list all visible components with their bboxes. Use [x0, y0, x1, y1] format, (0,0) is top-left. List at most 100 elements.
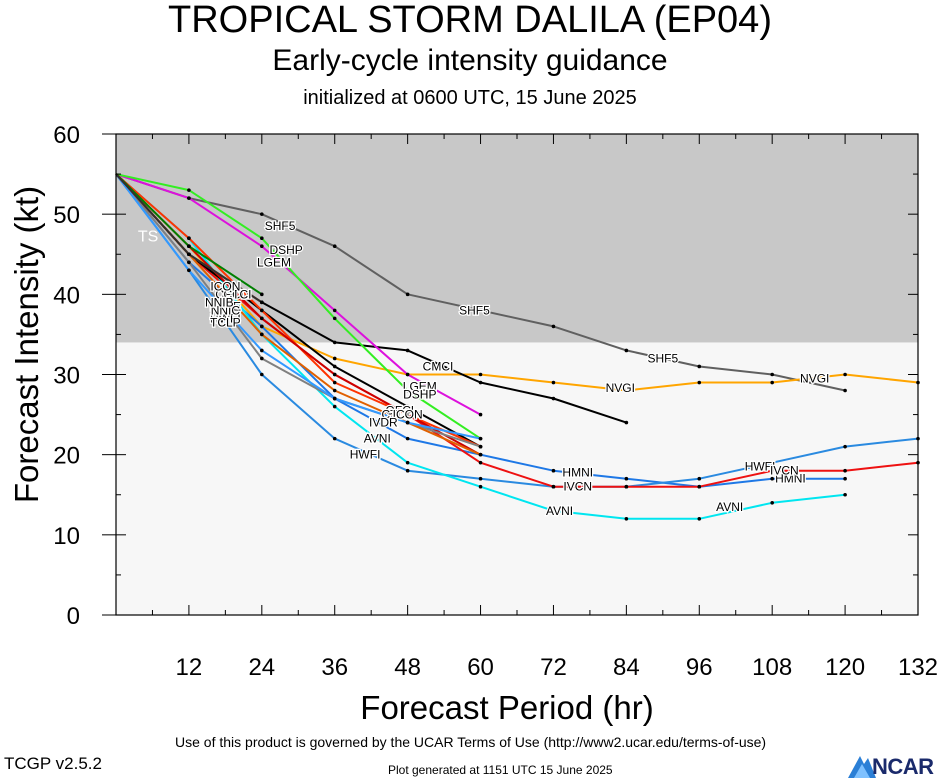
x-tick-label: 24	[248, 654, 275, 681]
data-point-shf5	[260, 212, 264, 216]
series-label-shf5: SHF5	[265, 219, 296, 233]
series-label-nvgi: NVGI	[606, 381, 635, 395]
data-point-hwfi	[405, 468, 410, 473]
series-line-fsse	[115, 173, 481, 448]
x-tick-label: 96	[686, 654, 713, 681]
series-label-ivcn: IVCN	[770, 464, 799, 478]
y-axis-label: Forecast Intensity (kt)	[8, 186, 45, 503]
data-point-cmci	[551, 396, 556, 401]
series-line-dshp	[115, 173, 482, 440]
series-label-ctci: CTCI	[381, 408, 409, 422]
data-point-hmni	[843, 476, 847, 481]
data-point-hwfi	[187, 268, 191, 273]
data-point-shf5	[770, 372, 774, 377]
data-point-hmni	[551, 468, 556, 473]
data-point-shf5	[405, 292, 410, 297]
data-point-cmci	[478, 380, 483, 385]
data-point-nvgi	[770, 380, 774, 385]
data-point-ivcn	[551, 484, 556, 489]
initialization-time: initialized at 0600 UTC, 15 June 2025	[303, 87, 637, 109]
data-point-ctci	[187, 236, 191, 241]
series-label-icon: ICON	[210, 279, 240, 293]
data-point-nnic	[260, 292, 264, 297]
series-label-nnib: NNIB	[205, 295, 234, 309]
ncar-logo-text: NCAR	[872, 754, 934, 779]
y-tick-label: 20	[53, 443, 80, 470]
data-point-hwfi	[697, 476, 702, 481]
series-label-avni: AVNI	[716, 500, 743, 514]
data-point-fsse	[260, 356, 264, 361]
data-point-shf5	[551, 324, 556, 329]
data-point-avni	[332, 404, 337, 409]
y-tick-label: 10	[53, 523, 80, 550]
series-label-nnic: NNIC	[211, 303, 241, 317]
data-point-dshp	[260, 236, 264, 241]
data-point-ivdr	[260, 332, 264, 337]
series-label-ofcl: OFCL	[215, 287, 247, 301]
data-point-icon	[332, 372, 337, 377]
series-label-ofcl: OFCL	[386, 404, 418, 418]
series-line-hwfi	[115, 173, 481, 440]
data-point-shf5	[843, 388, 847, 393]
series-label-cmci: CMCI	[423, 359, 454, 373]
data-point-hmni	[405, 436, 410, 441]
series-line-shf5	[115, 173, 846, 392]
data-point-hwfi	[332, 436, 337, 441]
x-tick-label: 132	[898, 654, 938, 681]
data-point-avni	[405, 460, 410, 465]
x-tick-label: 48	[394, 654, 421, 681]
data-point-ivcn	[697, 484, 702, 489]
series-label-hwfi: HWFI	[350, 448, 381, 462]
version-label: TCGP v2.5.2	[4, 754, 102, 773]
data-point-hmni	[260, 324, 264, 329]
data-point-icon	[260, 316, 264, 321]
series-label-dshp: DSHP	[403, 388, 436, 402]
data-point-hwfi	[770, 460, 774, 465]
series-label-ctci: CTCI	[224, 287, 252, 301]
x-tick-label: 72	[540, 654, 567, 681]
data-point-nnib	[260, 300, 264, 305]
ncar-logo: NCAR	[846, 752, 940, 780]
series-label-icon: ICON	[393, 408, 423, 422]
x-axis-label: Forecast Period (hr)	[360, 689, 653, 726]
series-label-hmni: HMNI	[775, 472, 806, 486]
data-point-dshp	[187, 188, 191, 192]
x-tick-label: 120	[825, 654, 865, 681]
series-label-tclp: TCLP	[210, 315, 241, 329]
y-tick-label: 0	[67, 603, 80, 630]
x-tick-label: 36	[321, 654, 348, 681]
data-point-lgem	[332, 308, 337, 313]
data-point-dshp	[332, 316, 337, 321]
data-point-nvgi	[624, 388, 629, 393]
series-label-hmni: HMNI	[562, 465, 593, 479]
data-point-ctci	[332, 380, 337, 385]
data-point-ivdr	[332, 388, 337, 393]
data-point-hwfi	[332, 396, 337, 401]
y-tick-label: 30	[53, 363, 80, 390]
data-point-ivcn	[624, 484, 629, 489]
y-tick-label: 40	[53, 282, 80, 309]
series-label-ivcn: IVCN	[563, 480, 592, 494]
data-point-cmci	[624, 420, 629, 425]
ncar-logo-mark-icon	[848, 756, 876, 778]
series-label-dshp: DSHP	[269, 243, 302, 257]
series-line-hwfi	[115, 173, 919, 488]
x-tick-label: 60	[467, 654, 494, 681]
series-label-ivdr: IVDR	[369, 416, 398, 430]
data-point-hwfi	[478, 436, 483, 441]
series-points	[187, 188, 920, 521]
series-label-avni: AVNI	[546, 504, 573, 518]
data-point-hmni	[624, 476, 629, 481]
series-label-nvgi: NVGI	[800, 372, 829, 386]
series-line-nvgi	[115, 173, 919, 392]
data-point-avni	[843, 492, 847, 497]
series-label-lgem: LGEM	[403, 380, 437, 394]
data-point-nvgi	[551, 380, 556, 385]
data-point-hwfi	[260, 372, 264, 377]
data-point-shf5	[332, 244, 337, 249]
series-label-fsse: FSSE	[210, 299, 241, 313]
data-point-hwfi	[260, 348, 264, 353]
terms-of-use-notice: Use of this product is governed by the U…	[175, 734, 767, 750]
data-point-shf5	[697, 364, 702, 369]
y-tick-label: 50	[53, 202, 80, 229]
